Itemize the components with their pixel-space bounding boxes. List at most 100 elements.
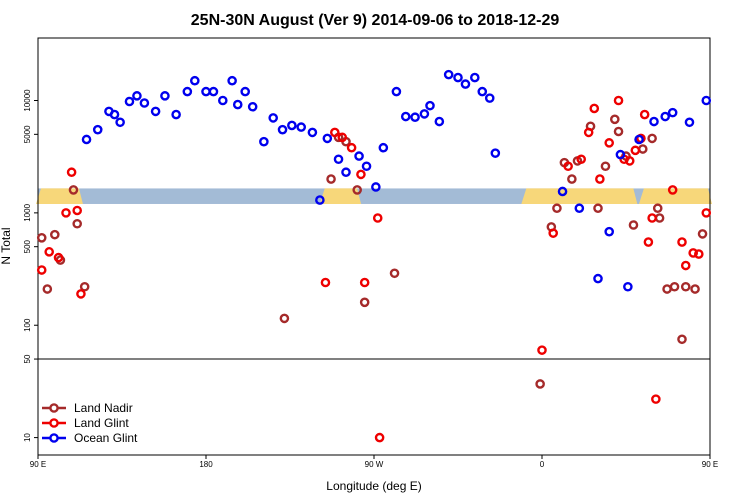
land-glint-point [688, 248, 699, 258]
ocean-glint-point [240, 86, 250, 97]
ocean-glint-point [434, 116, 445, 127]
ocean-glint-point [201, 86, 211, 97]
legend-label-land-glint: Land Glint [74, 416, 129, 430]
ocean-glint-point [623, 281, 633, 292]
x-axis-label: Longitude (deg E) [326, 479, 421, 493]
ocean-glint-point [247, 101, 258, 112]
x-tick-label: 90 E [30, 460, 46, 469]
ocean-glint-point [443, 69, 454, 80]
land-glint-point [337, 132, 348, 143]
ocean-glint-point [182, 86, 193, 97]
ocean-glint-point [484, 93, 495, 103]
ocean-glint-point [124, 96, 135, 107]
land-nadir-point [42, 284, 53, 294]
ocean-glint-point [354, 151, 364, 161]
land-nadir-point [647, 133, 657, 144]
x-tick-label: 90 E [702, 460, 718, 469]
ocean-glint-point [322, 133, 333, 144]
y-axis-label: N Total [0, 227, 13, 264]
ocean-glint-point [217, 95, 228, 106]
ocean-glint-point [649, 116, 659, 127]
land-nadir-point [593, 203, 603, 214]
land-glint-point [643, 237, 654, 247]
ocean-glint-point [460, 79, 471, 89]
ocean-glint-point [268, 113, 279, 123]
land-glint-point [583, 127, 594, 138]
ocean-glint-point [391, 86, 402, 97]
ocean-glint-point [593, 273, 603, 284]
ocean-glint-point [296, 122, 307, 132]
ocean-glint-point [132, 91, 142, 101]
y-tick-label: 500 [23, 239, 32, 253]
ocean-glint-point [400, 111, 411, 122]
land-nadir-point [662, 284, 672, 294]
ocean-glint-point [315, 195, 325, 205]
ocean-glint-point [232, 99, 243, 110]
land-nadir-point [352, 185, 363, 195]
land-glint-point [647, 213, 657, 223]
ocean-glint-point [171, 109, 181, 120]
legend-label-ocean-glint: Ocean Glint [74, 431, 138, 445]
ocean-glint-point [81, 134, 92, 145]
ocean-glint-point [469, 72, 480, 83]
land-glint-point [356, 169, 366, 180]
ocean-glint-point [557, 186, 568, 197]
land-nadir-point [79, 281, 90, 292]
ocean-glint-point [453, 72, 463, 83]
x-tick-label: 180 [199, 460, 213, 469]
land-glint-point [36, 265, 47, 275]
land-glint-point [589, 103, 600, 114]
land-glint-point [346, 142, 357, 153]
legend-marker-land-glint [49, 418, 59, 428]
ocean-glint-point [419, 109, 430, 119]
y-tick-label: 1000 [23, 203, 32, 221]
land-nadir-point [690, 284, 700, 294]
y-tick-label: 10000 [23, 89, 32, 112]
land-nadir-point [628, 220, 639, 230]
land-nadir-point [359, 297, 370, 308]
land-glint-point [53, 252, 64, 263]
ocean-glint-point [277, 124, 288, 135]
land-glint-point [548, 228, 559, 238]
ocean-glint-point [634, 134, 644, 145]
ocean-glint-point [371, 182, 381, 192]
land-glint-point [613, 95, 624, 106]
land-glint-point [651, 394, 661, 404]
land-glint-point [576, 154, 587, 165]
background-map [36, 188, 712, 204]
ocean-glint-point [92, 124, 103, 135]
land-glint-point [701, 208, 712, 218]
land-glint-point [76, 289, 86, 299]
land-nadir-point [72, 218, 82, 229]
legend-marker-ocean-glint [49, 433, 59, 443]
ocean-glint-point [361, 161, 372, 172]
land-nadir-point [50, 229, 60, 240]
x-tick-label: 90 W [365, 460, 384, 469]
ocean-glint-point [477, 86, 488, 97]
land-glint-point [44, 247, 55, 257]
land-nadir-point [669, 281, 680, 292]
ocean-glint-point [150, 106, 161, 117]
y-axis: 10 50 100 500 1000 5000 10000 [23, 89, 38, 442]
land-region [521, 188, 638, 204]
land-nadir-point [326, 174, 336, 184]
ocean-glint-point [615, 149, 626, 160]
land-nadir-point [389, 268, 400, 279]
land-glint-point [595, 174, 605, 184]
land-glint-point [359, 277, 370, 288]
y-tick-label: 5000 [23, 125, 32, 143]
land-glint-point [320, 277, 331, 288]
land-glint-point [639, 109, 650, 120]
x-tick-label: 0 [540, 460, 545, 469]
plot-frame [37, 37, 711, 456]
land-glint-point [61, 208, 71, 218]
ocean-glint-point [160, 91, 170, 101]
ocean-glint-point [378, 142, 389, 153]
land-glint-point [563, 161, 573, 172]
ocean-glint-point [307, 127, 318, 138]
land-nadir-point [36, 232, 47, 243]
land-region [319, 188, 362, 204]
land-glint-point [680, 260, 691, 271]
y-tick-label: 100 [23, 318, 32, 332]
